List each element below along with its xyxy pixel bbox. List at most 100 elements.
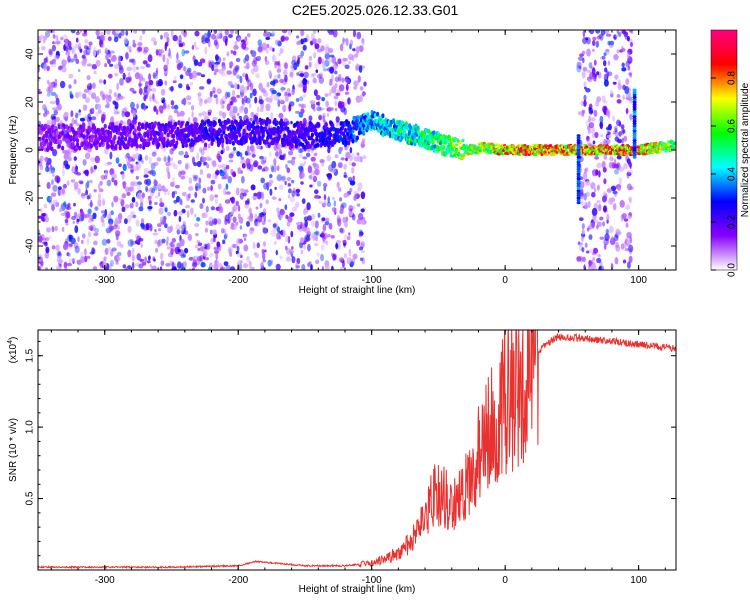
ridge-mark bbox=[209, 124, 213, 130]
speckle-mark bbox=[55, 116, 60, 123]
speckle-mark bbox=[617, 185, 621, 191]
speckle-mark bbox=[277, 99, 281, 108]
ridge-mark bbox=[264, 139, 269, 145]
speckle-mark bbox=[608, 161, 615, 169]
speckle-mark bbox=[186, 210, 190, 219]
speckle-mark bbox=[315, 94, 321, 101]
speckle-mark bbox=[603, 178, 607, 185]
speckle-mark bbox=[190, 82, 193, 86]
speckle-mark bbox=[57, 186, 62, 191]
speckle-mark bbox=[98, 188, 104, 193]
speckle-mark bbox=[289, 196, 296, 203]
speckle-mark bbox=[287, 194, 291, 199]
speckle-mark bbox=[93, 70, 97, 75]
speckle-mark bbox=[153, 178, 157, 183]
speckle-mark bbox=[149, 187, 154, 193]
speckle-mark bbox=[301, 198, 306, 205]
speckle-mark bbox=[335, 121, 342, 127]
speckle-mark bbox=[228, 153, 234, 159]
speckle-mark bbox=[221, 142, 224, 149]
top-x-axis-label: Height of straight line (km) bbox=[299, 285, 416, 296]
speckle-mark bbox=[338, 84, 345, 92]
speckle-mark bbox=[616, 49, 620, 54]
ridge-mark bbox=[160, 132, 164, 138]
speckle-mark bbox=[361, 217, 366, 221]
speckle-mark bbox=[337, 162, 343, 169]
speckle-mark bbox=[360, 140, 365, 149]
speckle-mark bbox=[178, 34, 182, 43]
speckle-mark bbox=[143, 174, 149, 178]
speckle-mark bbox=[232, 106, 238, 114]
speckle-mark bbox=[136, 181, 142, 186]
ridge-mark bbox=[215, 136, 219, 141]
ridge-mark bbox=[381, 113, 385, 119]
speckle-mark bbox=[327, 173, 332, 181]
speckle-mark bbox=[158, 207, 164, 215]
speckle-mark bbox=[620, 124, 625, 130]
speckle-mark bbox=[117, 225, 120, 230]
speckle-mark bbox=[110, 210, 114, 215]
speckle-mark bbox=[45, 227, 52, 233]
speckle-mark bbox=[308, 55, 312, 61]
speckle-mark bbox=[170, 100, 175, 106]
speckle-mark bbox=[127, 265, 132, 270]
ridge-mark bbox=[185, 121, 190, 126]
speckle-mark bbox=[584, 201, 588, 206]
ridge-mark bbox=[294, 139, 298, 145]
speckle-mark bbox=[121, 172, 125, 180]
speckle-mark bbox=[73, 242, 79, 249]
ridge-mark bbox=[204, 126, 208, 131]
speckle-mark bbox=[65, 46, 69, 53]
ridge-mark bbox=[75, 142, 80, 147]
ridge-mark bbox=[41, 136, 45, 141]
speckle-mark bbox=[150, 162, 156, 170]
speckle-mark bbox=[78, 68, 81, 73]
speckle-mark bbox=[57, 176, 61, 182]
speckle-mark bbox=[151, 188, 156, 194]
speckle-mark bbox=[214, 259, 220, 266]
ridge-mark bbox=[90, 134, 95, 140]
ridge-mark bbox=[245, 118, 249, 124]
speckle-mark bbox=[329, 81, 333, 86]
ridge-mark bbox=[299, 120, 303, 126]
speckle-mark bbox=[221, 65, 226, 71]
speckle-mark bbox=[286, 167, 291, 173]
ridge-mark bbox=[279, 118, 284, 124]
speckle-mark bbox=[594, 131, 599, 139]
speckle-mark bbox=[267, 259, 272, 267]
speckle-mark bbox=[596, 35, 602, 40]
speckle-mark bbox=[166, 37, 170, 43]
speckle-mark bbox=[135, 162, 142, 171]
speckle-mark bbox=[318, 114, 323, 121]
speckle-mark bbox=[159, 197, 163, 204]
speckle-mark bbox=[160, 260, 165, 266]
ridge-mark bbox=[316, 142, 320, 148]
speckle-mark bbox=[116, 251, 122, 257]
speckle-mark bbox=[614, 74, 619, 80]
speckle-mark bbox=[75, 31, 80, 36]
speckle-mark bbox=[591, 220, 595, 229]
speckle-mark bbox=[52, 148, 58, 157]
speckle-mark bbox=[143, 50, 147, 55]
speckle-mark bbox=[113, 63, 120, 70]
speckle-mark bbox=[62, 168, 65, 177]
speckle-mark bbox=[614, 128, 618, 133]
speckle-mark bbox=[305, 152, 311, 158]
ridge-mark bbox=[268, 119, 272, 124]
speckle-mark bbox=[219, 170, 225, 177]
speckle-mark bbox=[43, 36, 48, 40]
speckle-mark bbox=[87, 85, 91, 90]
speckle-mark bbox=[333, 86, 336, 95]
speckle-mark bbox=[278, 213, 282, 221]
ridge-mark bbox=[118, 123, 122, 129]
speckle-mark bbox=[130, 181, 135, 187]
speckle-mark bbox=[65, 51, 71, 56]
speckle-mark bbox=[179, 238, 185, 247]
ridge-mark bbox=[61, 130, 65, 136]
speckle-mark bbox=[239, 152, 243, 158]
speckle-mark bbox=[63, 152, 69, 161]
speckle-mark bbox=[346, 77, 351, 85]
speckle-mark bbox=[45, 30, 50, 38]
speckle-mark bbox=[51, 245, 56, 250]
speckle-mark bbox=[212, 160, 217, 168]
